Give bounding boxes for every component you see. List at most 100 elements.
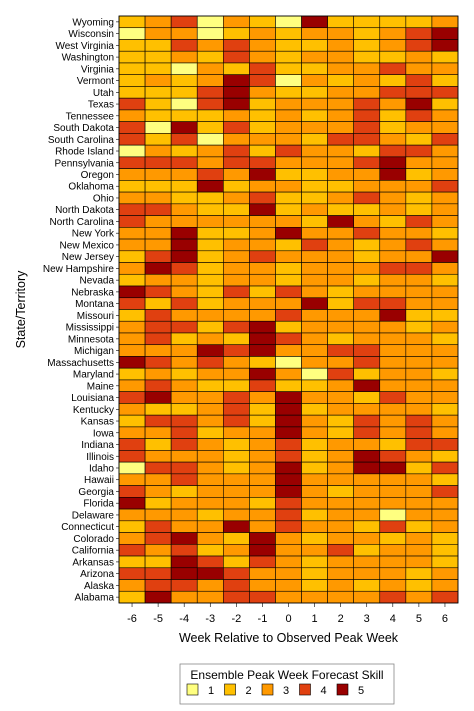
heatmap-cell	[275, 285, 302, 299]
heatmap-cell	[223, 543, 250, 557]
heatmap-cell	[405, 191, 433, 205]
legend-swatch	[224, 683, 236, 696]
heatmap-cell	[144, 97, 172, 111]
heatmap-cell	[275, 590, 302, 604]
heatmap-cell	[196, 238, 224, 252]
heatmap-cell	[170, 27, 198, 40]
heatmap-cell	[196, 215, 224, 228]
heatmap-cell	[431, 590, 459, 604]
heatmap-cell	[405, 180, 433, 193]
heatmap-cell	[379, 86, 407, 99]
heatmap-cell	[249, 27, 276, 40]
heatmap-cell	[301, 450, 328, 463]
heatmap-cell	[431, 309, 459, 322]
y-tick-label: Maine	[87, 381, 115, 392]
heatmap-cell	[275, 367, 302, 381]
heatmap-cell	[327, 485, 354, 498]
heatmap-cell	[431, 273, 459, 287]
heatmap-cell	[379, 555, 407, 569]
heatmap-cell	[223, 285, 250, 299]
heatmap-cell	[431, 555, 459, 569]
heatmap-cell	[249, 238, 276, 252]
heatmap-cell	[301, 86, 328, 99]
heatmap-cell	[353, 50, 381, 64]
heatmap-cell	[223, 86, 250, 99]
heatmap-cell	[405, 39, 433, 52]
heatmap-cell	[379, 485, 407, 498]
heatmap-cell	[249, 579, 276, 592]
heatmap-cell	[249, 555, 276, 569]
heatmap-cell	[327, 309, 354, 322]
heatmap-cell	[118, 438, 146, 451]
heatmap-cell	[275, 532, 302, 545]
heatmap-cell	[170, 180, 198, 193]
y-tick-label: Delaware	[72, 510, 115, 521]
heatmap-cell	[170, 39, 198, 52]
heatmap-cell	[327, 215, 354, 228]
heatmap-cell	[379, 438, 407, 451]
heatmap-cell	[196, 227, 224, 240]
heatmap-cell	[353, 438, 381, 451]
heatmap-cell	[327, 590, 354, 604]
heatmap-cell	[327, 520, 354, 533]
heatmap-cell	[405, 168, 433, 181]
legend-title: Ensemble Peak Week Forecast Skill	[190, 668, 383, 682]
legend-label: 4	[321, 685, 327, 697]
heatmap-cell	[118, 273, 146, 287]
heatmap-cell	[431, 543, 459, 557]
heatmap-cell	[301, 250, 328, 263]
heatmap-cell	[196, 485, 224, 498]
heatmap-cell	[170, 450, 198, 463]
heatmap-cell	[196, 121, 224, 134]
y-tick-label: Washington	[62, 53, 114, 64]
heatmap-cell	[379, 50, 407, 64]
heatmap-cell	[379, 62, 407, 75]
heatmap-cell	[379, 367, 407, 381]
heatmap-cell	[405, 215, 433, 228]
heatmap-cell	[301, 15, 328, 29]
heatmap-cell	[353, 238, 381, 252]
heatmap-cell	[223, 485, 250, 498]
heatmap-cell	[118, 168, 146, 181]
heatmap-cell	[275, 180, 302, 193]
heatmap-cell	[249, 62, 276, 75]
y-tick-label: Hawaii	[84, 475, 114, 486]
heatmap-cell	[118, 238, 146, 252]
heatmap-cell	[170, 262, 198, 275]
y-tick-label: Idaho	[89, 463, 114, 474]
heatmap-cell	[170, 297, 198, 310]
heatmap-cell	[431, 97, 459, 111]
heatmap-cell	[379, 109, 407, 122]
heatmap-cell	[379, 543, 407, 557]
heatmap-cell	[405, 144, 433, 158]
heatmap-cell	[196, 332, 224, 346]
heatmap-cell	[327, 532, 354, 545]
heatmap-cell	[431, 227, 459, 240]
heatmap-cell	[405, 367, 433, 381]
heatmap-cell	[405, 109, 433, 122]
heatmap-cell	[170, 238, 198, 252]
heatmap-cell	[301, 309, 328, 322]
heatmap-cell	[405, 450, 433, 463]
heatmap-cell	[196, 555, 224, 569]
heatmap-cell	[301, 579, 328, 592]
heatmap-cell	[223, 379, 250, 392]
heatmap-cell	[249, 273, 276, 287]
heatmap-cell	[170, 74, 198, 87]
legend: Ensemble Peak Week Forecast Skill 1 2 3 4 5	[179, 663, 395, 705]
heatmap-cell	[431, 15, 459, 29]
heatmap-cell	[249, 508, 276, 522]
heatmap-cell	[249, 191, 276, 205]
heatmap-cell	[170, 168, 198, 181]
heatmap-cell	[249, 86, 276, 99]
heatmap-cell	[275, 273, 302, 287]
heatmap-cell	[249, 309, 276, 322]
heatmap-cell	[144, 133, 172, 146]
heatmap-cell	[118, 403, 146, 416]
heatmap-cell	[405, 262, 433, 275]
heatmap-cell	[327, 379, 354, 392]
heatmap-cell	[118, 133, 146, 146]
heatmap-cell	[170, 379, 198, 392]
heatmap-cell	[118, 74, 146, 87]
